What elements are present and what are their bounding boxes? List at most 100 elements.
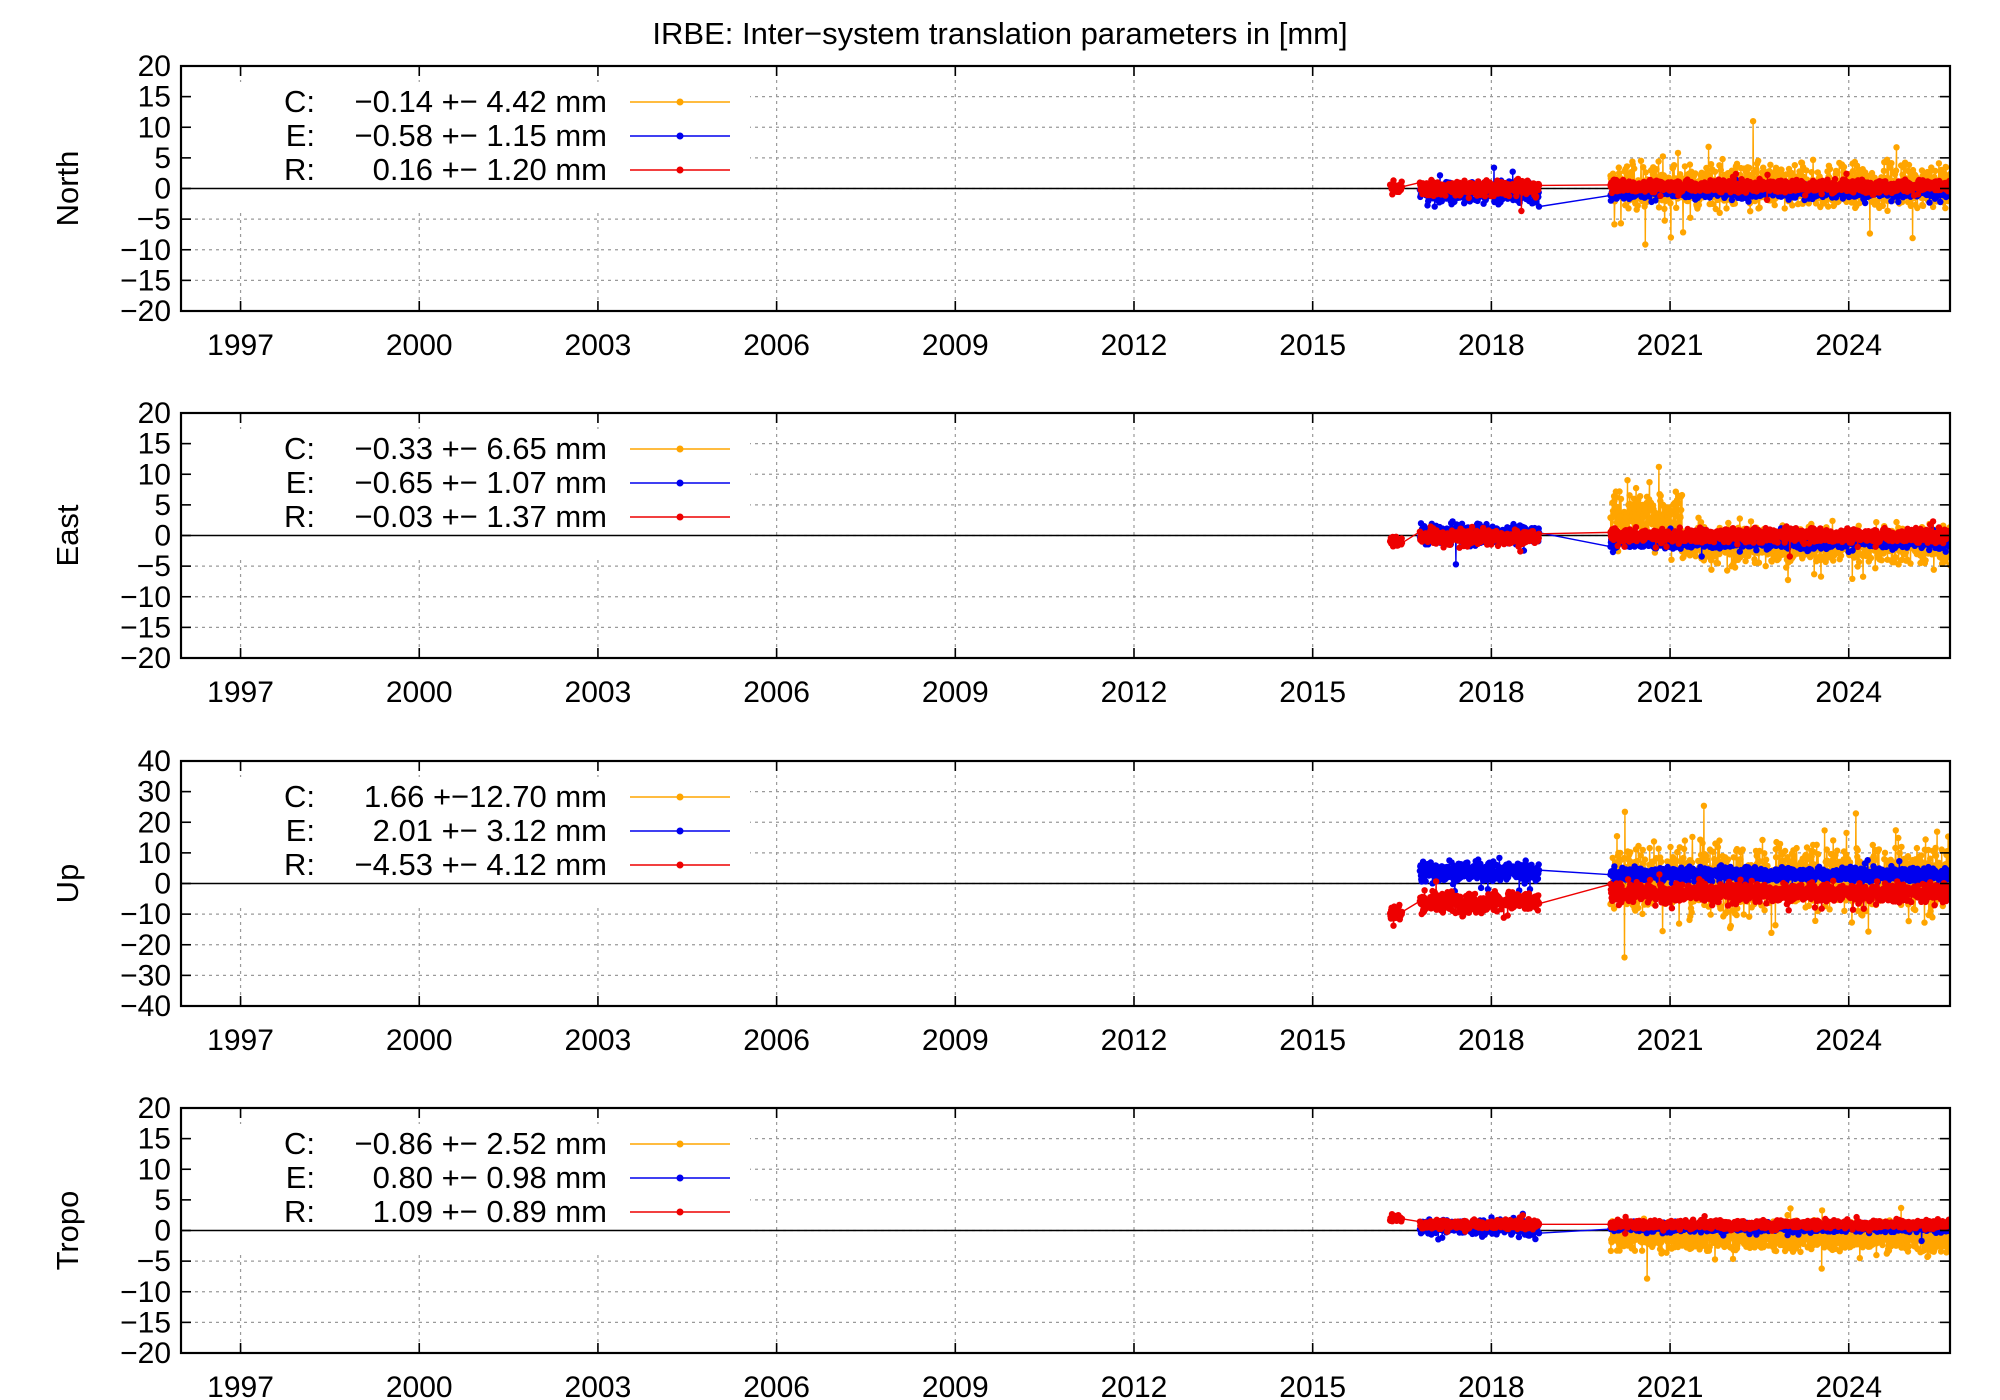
series-C-point: [1642, 241, 1649, 248]
series-C-point: [1914, 204, 1921, 212]
series-C-point: [1747, 208, 1754, 215]
series-C-point: [1825, 203, 1832, 210]
series-C-point: [1657, 492, 1664, 499]
series-C-point: [1687, 214, 1694, 221]
series-C-point: [1617, 220, 1625, 227]
series-C-point: [1837, 552, 1845, 559]
series-R-point: [1764, 171, 1771, 178]
series-C-point: [1674, 149, 1682, 157]
legend-key-label: R:: [284, 152, 315, 187]
series-C-point: [1935, 160, 1943, 167]
series-C-point: [1709, 200, 1716, 207]
series-C-point: [1615, 169, 1623, 177]
series-R-point: [1481, 193, 1489, 200]
legend-key-label: C:: [284, 84, 315, 119]
series-C-point: [1723, 205, 1730, 212]
series-C-point: [1753, 166, 1760, 173]
series-C-point: [1849, 168, 1857, 175]
series-C-point: [1796, 168, 1803, 175]
series-C-point: [1716, 209, 1723, 216]
series-C-point: [1640, 512, 1647, 519]
series-R-point: [1505, 192, 1513, 200]
series-R-gap-connector: [1539, 184, 1611, 187]
series-E-point: [1436, 172, 1444, 179]
series-E-point: [1535, 203, 1543, 210]
series-R-point: [1763, 196, 1771, 203]
series-C-point: [1888, 160, 1895, 167]
series-C-point: [1646, 479, 1653, 486]
series-C-point: [1686, 161, 1694, 168]
series-C-point: [1724, 567, 1731, 574]
series-R-point: [1732, 170, 1740, 178]
series-C-point: [1805, 200, 1813, 207]
series-C-point: [1892, 167, 1900, 174]
series-C-point: [1725, 519, 1732, 527]
series-C-point: [1746, 164, 1753, 171]
series-C-point: [1636, 493, 1644, 500]
series-C-point: [1849, 575, 1856, 582]
series-C-point: [1840, 163, 1848, 171]
y-tick-label: −5: [137, 203, 171, 236]
series-C-point: [1884, 207, 1891, 214]
series-C-point: [1615, 164, 1623, 171]
series-C-point: [1617, 495, 1625, 503]
series-E-point: [1652, 197, 1659, 204]
series-R-point: [1818, 190, 1825, 198]
series-C-point: [1678, 506, 1685, 514]
series-C-point: [1733, 160, 1741, 167]
x-tick-label: 2012: [1101, 329, 1168, 362]
legend-point-sample: [676, 98, 684, 106]
series-C-point: [1631, 165, 1638, 172]
series-C-point: [1909, 234, 1916, 242]
series-C-point: [1747, 518, 1755, 525]
series-C-point: [1736, 515, 1744, 522]
series-C-point: [1714, 560, 1722, 567]
series-C-point: [1919, 202, 1927, 209]
series-C-point: [1667, 200, 1674, 207]
x-tick-label: 2015: [1279, 329, 1346, 362]
y-tick-label: 0: [154, 173, 171, 206]
series-C-point: [1695, 201, 1703, 209]
series-C-point: [1703, 164, 1710, 172]
series-E-point: [1745, 198, 1752, 205]
series-C-point: [1822, 558, 1829, 566]
series-C-point: [1719, 155, 1726, 163]
series-C-point: [1930, 566, 1938, 573]
series-E-point: [1458, 520, 1466, 527]
series-C-point: [1677, 514, 1684, 521]
y-tick-label: −10: [120, 234, 171, 267]
series-C-point: [1922, 557, 1929, 564]
y-tick-label: −15: [120, 264, 171, 297]
series-C-point: [1895, 561, 1902, 568]
y-axis-label: North: [50, 151, 85, 227]
series-C-point: [1711, 168, 1719, 175]
series-C-point: [1705, 143, 1712, 150]
series-R-point: [1398, 178, 1405, 185]
series-C-point: [1892, 554, 1899, 561]
series-E-point: [1895, 198, 1902, 206]
series-C-point: [1749, 118, 1757, 125]
series-R-point: [1465, 194, 1473, 202]
series-R-point: [1914, 191, 1922, 198]
series-R-point: [1461, 177, 1468, 184]
series-C-point: [1855, 558, 1863, 566]
series-C-point: [1859, 573, 1867, 580]
series-C-point: [1791, 162, 1799, 169]
legend-key-label: E:: [286, 118, 315, 153]
series-C-point: [1678, 491, 1686, 499]
series-C-point: [1628, 518, 1636, 525]
series-C-point: [1784, 576, 1792, 584]
series-R-point: [1390, 177, 1397, 184]
series-C-point: [1900, 164, 1907, 171]
series-C-point: [1717, 167, 1725, 174]
series-R-point: [1442, 192, 1449, 199]
series-C-point: [1707, 161, 1715, 168]
series-C-point: [1803, 167, 1810, 174]
series-C-point: [1667, 234, 1675, 241]
series-C-point: [1742, 557, 1749, 565]
series-C-point: [1808, 169, 1815, 176]
x-tick-label: 2021: [1637, 329, 1704, 362]
series-C-point: [1661, 205, 1668, 212]
series-C-point: [1932, 550, 1939, 557]
series-C-point: [1762, 562, 1769, 570]
